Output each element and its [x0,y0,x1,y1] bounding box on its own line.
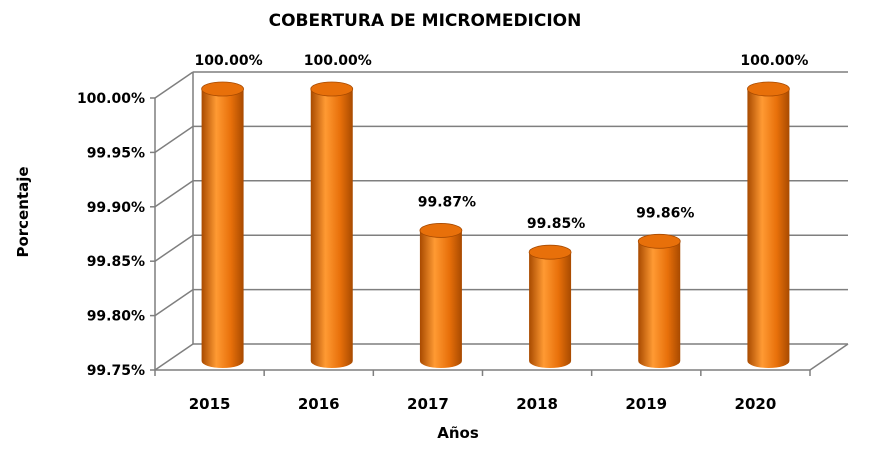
bar [637,233,681,368]
data-label: 99.86% [636,205,694,221]
bar [310,81,354,368]
y-tick-label: 99.85% [87,254,145,270]
gridline-diagonal [154,125,194,154]
bar-body [529,252,572,368]
chart-title: COBERTURA DE MICROMEDICION [269,11,582,31]
x-tick-label: 2016 [298,395,340,413]
bar-top [201,81,244,97]
y-tick-label: 99.95% [87,145,145,161]
y-tick-label: 99.90% [87,200,145,216]
floor-right-edge [809,343,849,371]
x-tick-label: 2015 [189,395,231,413]
data-label: 100.00% [304,53,372,69]
x-tick-label: 2018 [516,395,558,413]
bar-top [528,244,572,260]
gridline-diagonal [154,234,194,262]
bar [528,244,572,368]
gridline-diagonal [154,343,194,371]
x-tick-label: 2020 [735,395,777,413]
labels-layer: 99.75% 99.80% 99.85% 99.90% 99.95% 100.00% 100… [77,53,809,413]
x-tick-label: 2017 [407,395,449,413]
gridline-diagonal [154,288,194,317]
bar [201,81,244,368]
data-label: 99.85% [527,216,585,232]
data-label: 99.87% [418,194,476,210]
bar-top [310,81,354,97]
data-label: 100.00% [740,53,808,69]
gridline-diagonal [154,71,194,99]
y-tick-label: 99.75% [87,363,145,379]
bar-body [419,230,462,368]
bar-body [201,89,244,368]
bar-body [638,241,681,368]
bars-layer [201,81,790,368]
bar [747,81,790,368]
y-tick-label: 100.00% [77,91,145,107]
bar-body [310,89,353,368]
bar [419,223,463,368]
bar-top [419,223,463,238]
bar-top [637,233,681,249]
data-label: 100.00% [195,53,263,69]
bar-body [747,89,790,368]
y-axis-label: Porcentaje [14,166,32,257]
bar-top [747,81,790,97]
gridline-diagonal [154,180,194,208]
x-axis-label: Años [437,424,479,442]
y-tick-label: 99.80% [87,309,145,325]
grid-layer [150,71,849,376]
x-tick-label: 2019 [625,395,667,413]
